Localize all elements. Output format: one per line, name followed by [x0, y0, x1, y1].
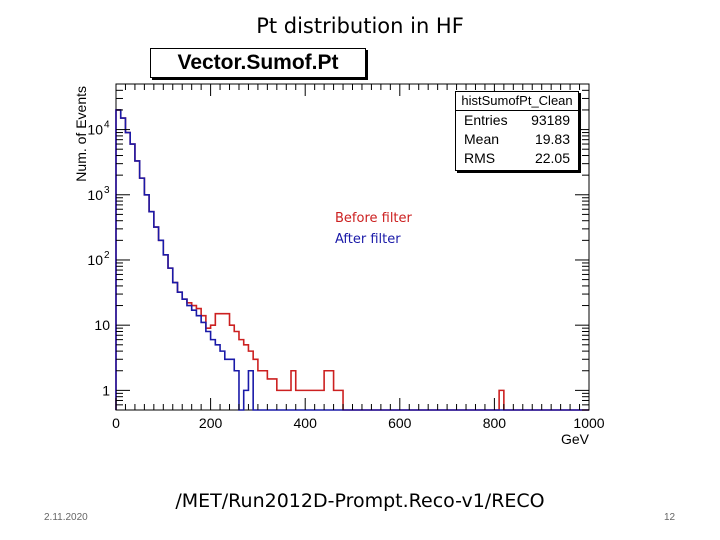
y-tick-label: 10 [87, 122, 103, 138]
x-tick-label: 800 [483, 415, 507, 431]
x-axis-label: GeV [561, 431, 590, 447]
legend: Before filter After filter [335, 208, 412, 250]
stats-box: histSumofPt_Clean Entries 93189 Mean 19.… [455, 91, 579, 171]
stats-label: Entries [464, 112, 508, 128]
stats-row-rms: RMS 22.05 [456, 149, 578, 168]
y-tick-label: 10 [87, 187, 103, 203]
dataset-path: /MET/Run2012D-Prompt.Reco-v1/RECO [175, 490, 545, 512]
y-tick-exponent: 4 [104, 120, 110, 131]
stats-name: histSumofPt_Clean [456, 92, 578, 111]
x-tick-label: 600 [388, 415, 412, 431]
stats-row-entries: Entries 93189 [456, 111, 578, 130]
y-tick-exponent: 3 [104, 185, 110, 196]
y-axis-label: Num. of Events [73, 86, 89, 182]
stats-value: 22.05 [534, 150, 570, 166]
x-tick-label: 400 [294, 415, 318, 431]
stats-value: 93189 [531, 112, 570, 128]
stats-label: Mean [464, 131, 500, 147]
histogram-title: Vector.Sumof.Pt [150, 48, 366, 78]
legend-entry-before: Before filter [335, 211, 412, 226]
y-tick-label: 1 [102, 382, 110, 398]
x-tick-label: 0 [112, 415, 120, 431]
stats-row-mean: Mean 19.83 [456, 130, 578, 149]
x-tick-label: 200 [199, 415, 223, 431]
slide-title: Pt distribution in HF [256, 14, 464, 38]
x-tick-label: 1000 [573, 415, 604, 431]
page-number: 12 [664, 512, 676, 523]
slide-date: 2.11.2020 [44, 512, 88, 523]
stats-value: 19.83 [534, 131, 570, 147]
y-tick-exponent: 2 [104, 250, 110, 261]
y-tick-label: 10 [94, 317, 110, 333]
legend-entry-after: After filter [335, 232, 401, 247]
stats-label: RMS [464, 150, 496, 166]
series-after-filter [115, 109, 589, 411]
y-tick-label: 10 [87, 252, 103, 268]
